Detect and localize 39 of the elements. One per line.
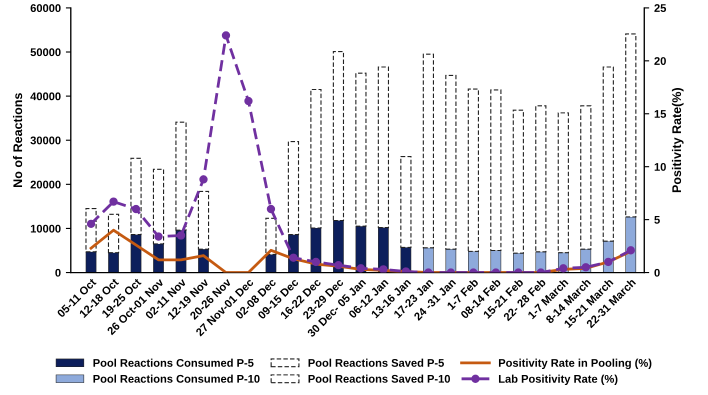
point (604, 258, 612, 266)
y-tick-label: 40000 (30, 92, 61, 100)
point (176, 231, 186, 240)
legend-label: Lab Positivity Rate (%) (498, 374, 618, 385)
y-tick-label: 0 (55, 268, 61, 277)
legend-label: Pool Reactions Saved P-10 (308, 374, 450, 383)
y2-tick-label: 10 (654, 162, 666, 171)
point (244, 96, 253, 106)
point (199, 175, 208, 184)
point (379, 265, 388, 273)
y-tick-label: 60000 (30, 4, 61, 12)
point (289, 254, 298, 262)
y-tick-label: 50000 (30, 48, 61, 56)
legend-label: Pool Reactions Consumed P-5 (93, 358, 254, 367)
y-tick-label: 10000 (30, 224, 61, 233)
point (132, 204, 140, 214)
y2-tick-label: 5 (654, 216, 660, 224)
point (356, 264, 366, 272)
point (559, 264, 568, 272)
y2-axis-title: Positivity Rate(%) (672, 88, 684, 192)
point (334, 260, 343, 270)
legend-label: Pool Reactions Saved P-5 (308, 358, 444, 367)
y-tick-label: 20000 (30, 180, 61, 188)
y-axis-title: No of Reactions (12, 93, 22, 187)
point (86, 220, 96, 228)
y2-tick-label: 15 (654, 110, 666, 118)
point (312, 258, 320, 266)
y2-tick-label: 0 (654, 268, 660, 277)
point (222, 31, 230, 40)
y2-tick-label: 20 (654, 57, 666, 65)
point (266, 204, 276, 214)
y2-tick-label: 25 (654, 4, 666, 12)
legend-label: Pool Reactions Consumed P-10 (93, 374, 260, 383)
y-tick-label: 30000 (30, 136, 61, 144)
point (626, 246, 635, 254)
point (109, 197, 118, 206)
point (154, 232, 163, 241)
legend-label: Positivity Rate in Pooling (%) (498, 358, 652, 370)
point (582, 263, 590, 272)
